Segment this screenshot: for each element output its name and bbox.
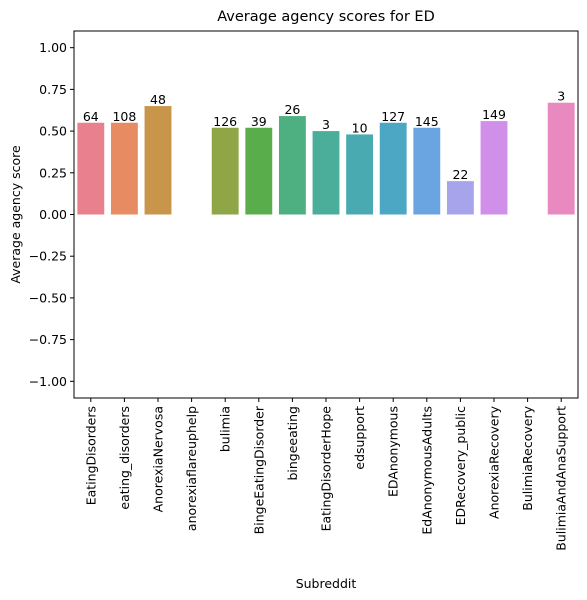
y-tick-label: 0.25: [39, 165, 67, 180]
x-tick-label: BulimiaRecovery: [520, 405, 535, 510]
y-tick-label: 0.75: [39, 82, 67, 97]
bar-AnorexiaRecovery: [480, 121, 508, 215]
x-tick-label: anorexiaflareuphelp: [184, 406, 199, 531]
x-tick-label: bingeeating: [285, 406, 300, 481]
y-axis-title: Average agency score: [8, 145, 23, 284]
bar-AnorexiaNervosa: [144, 106, 172, 215]
x-tick-label: BulimiaAndAnaSupport: [554, 406, 569, 551]
bar-EatingDisorderHope: [312, 131, 340, 215]
bar-BingeEatingDisorder: [245, 127, 273, 215]
x-tick-label: eating_disorders: [117, 406, 132, 510]
bar-count-label: 108: [112, 109, 136, 124]
bar-EdAnonymousAdults: [413, 127, 441, 215]
x-tick-label: bulimia: [218, 406, 233, 452]
y-tick-label: −1.00: [29, 374, 67, 389]
plot-frame: [73, 30, 579, 399]
bar-bulimia: [211, 127, 239, 215]
y-tick-label: 1.00: [39, 40, 67, 55]
bar-count-label: 149: [482, 107, 506, 122]
y-tick-label: −0.50: [29, 290, 67, 305]
x-tick-label: edsupport: [352, 406, 367, 470]
bar-count-label: 48: [150, 92, 166, 107]
x-tick-label: EDRecovery_public: [453, 406, 468, 525]
bar-count-label: 145: [415, 114, 439, 129]
bar-count-label: 22: [452, 167, 468, 182]
bar-count-label: 10: [352, 120, 368, 135]
bar-count-label: 3: [322, 117, 330, 132]
x-tick-label: AnorexiaNervosa: [151, 406, 166, 512]
bar-EDAnonymous: [379, 122, 407, 215]
x-tick-label: EdAnonymousAdults: [419, 406, 434, 535]
x-tick-label: BingeEatingDisorder: [251, 405, 266, 534]
bar-EDRecovery_public: [446, 181, 474, 215]
y-tick-label: −0.25: [29, 249, 67, 264]
bar-count-label: 3: [557, 89, 565, 104]
bar-count-label: 26: [284, 102, 300, 117]
bar-count-label: 126: [213, 114, 237, 129]
y-tick-label: −0.75: [29, 332, 67, 347]
bars-group: [77, 102, 575, 215]
x-axis-title: Subreddit: [296, 576, 357, 591]
x-axis: EatingDisorders eating_disorders AnorexiaN…: [83, 398, 569, 551]
bar-eating_disorders: [110, 122, 138, 215]
y-axis: −1.00 −0.75 −0.50 −0.25 0.00 0.25 0.50 0.75 1.00: [29, 40, 74, 389]
bar-bingeeating: [278, 116, 306, 215]
bar-EatingDisorders: [77, 122, 105, 215]
y-tick-label: 0.50: [39, 124, 67, 139]
bar-count-label: 64: [83, 109, 99, 124]
y-tick-label: 0.00: [39, 207, 67, 222]
bar-count-label: 127: [381, 109, 405, 124]
bar-labels-group: 64 108 48 126 39 26 3 10 127 145 22 149 3: [83, 89, 565, 182]
bar-count-label: 39: [251, 114, 267, 129]
chart-title: Average agency scores for ED: [217, 9, 435, 25]
x-tick-label: AnorexiaRecovery: [487, 405, 502, 519]
x-tick-label: EatingDisorders: [83, 406, 98, 505]
bar-BulimiaAndAnaSupport: [547, 102, 575, 215]
x-tick-label: EatingDisorderHope: [319, 406, 334, 532]
x-tick-label: EDAnonymous: [386, 406, 401, 497]
bar-edsupport: [346, 134, 374, 215]
